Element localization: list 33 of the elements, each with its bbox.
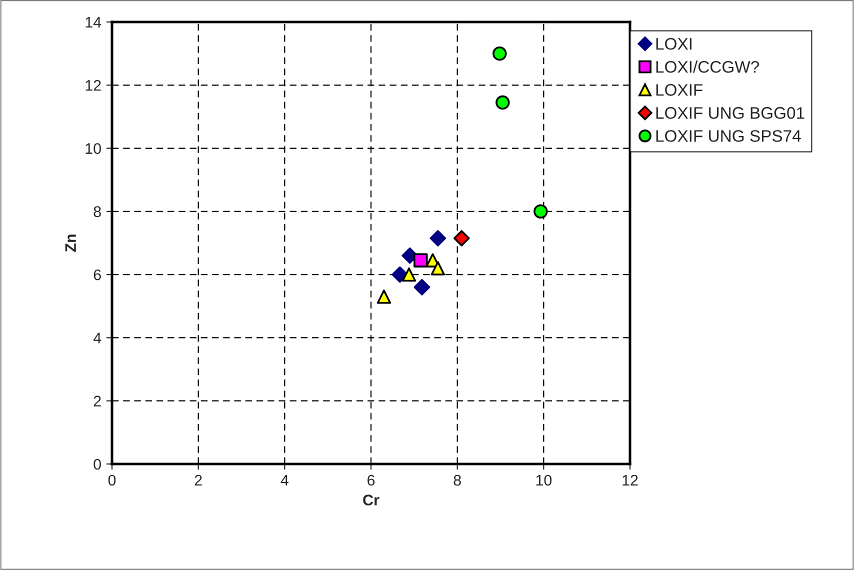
legend-label: LOXI/CCGW? bbox=[656, 60, 760, 73]
point bbox=[402, 267, 416, 282]
x-tick-label: 8 bbox=[454, 474, 461, 486]
point bbox=[430, 261, 446, 276]
y-tick-label: 4 bbox=[93, 332, 102, 344]
y-tick-label: 0 bbox=[94, 458, 101, 470]
x-tick-label: 10 bbox=[536, 474, 552, 486]
point bbox=[534, 204, 548, 219]
point bbox=[453, 230, 470, 246]
point bbox=[392, 266, 408, 283]
point bbox=[376, 290, 392, 304]
y-tick-label: 2 bbox=[94, 396, 101, 406]
legend-label: LOXIF bbox=[656, 84, 702, 96]
x-tick-label: 2 bbox=[194, 474, 202, 486]
y-tick-label: 6 bbox=[94, 269, 101, 280]
point bbox=[414, 279, 430, 296]
y-tick-label: 12 bbox=[86, 80, 101, 91]
legend-label: LOXI bbox=[656, 38, 692, 50]
x-tick-label: 12 bbox=[622, 474, 638, 486]
x-axis-title: Cr bbox=[363, 494, 380, 506]
y-tick-label: 8 bbox=[94, 206, 101, 218]
point bbox=[496, 95, 510, 110]
point bbox=[492, 46, 507, 61]
x-tick-label: 0 bbox=[108, 474, 116, 486]
point bbox=[430, 230, 446, 246]
y-tick-label: 10 bbox=[86, 143, 101, 154]
y-tick-label: 14 bbox=[86, 17, 102, 28]
legend-label: LOXIF UNG SPS74 bbox=[656, 130, 801, 142]
y-axis-title: Zn bbox=[65, 234, 76, 252]
legend-label: LOXIF UNG BGG01 bbox=[656, 107, 804, 119]
x-tick-label: 4 bbox=[280, 474, 288, 486]
x-tick-label: 6 bbox=[368, 474, 375, 486]
point bbox=[414, 253, 428, 268]
